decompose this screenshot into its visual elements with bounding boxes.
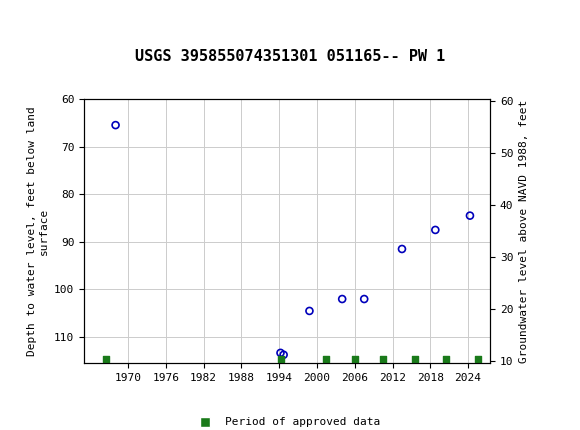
Point — [102, 355, 111, 362]
Point — [379, 355, 388, 362]
Point — [441, 355, 451, 362]
Point — [338, 295, 347, 302]
Y-axis label: Groundwater level above NAVD 1988, feet: Groundwater level above NAVD 1988, feet — [519, 99, 529, 363]
Y-axis label: Depth to water level, feet below land
surface: Depth to water level, feet below land su… — [27, 106, 49, 356]
Point — [410, 355, 419, 362]
Point — [360, 295, 369, 302]
Point — [350, 355, 360, 362]
Text: ≡USGS: ≡USGS — [9, 10, 72, 31]
Point — [322, 355, 331, 362]
Point — [465, 212, 474, 219]
Point — [397, 246, 407, 252]
Point — [473, 355, 482, 362]
Point — [111, 122, 120, 129]
Point — [305, 307, 314, 314]
Point — [277, 355, 286, 362]
Point — [431, 227, 440, 233]
Point — [276, 350, 285, 356]
Legend: Period of approved data: Period of approved data — [190, 413, 385, 430]
Point — [279, 351, 288, 358]
Text: USGS 395855074351301 051165-- PW 1: USGS 395855074351301 051165-- PW 1 — [135, 49, 445, 64]
